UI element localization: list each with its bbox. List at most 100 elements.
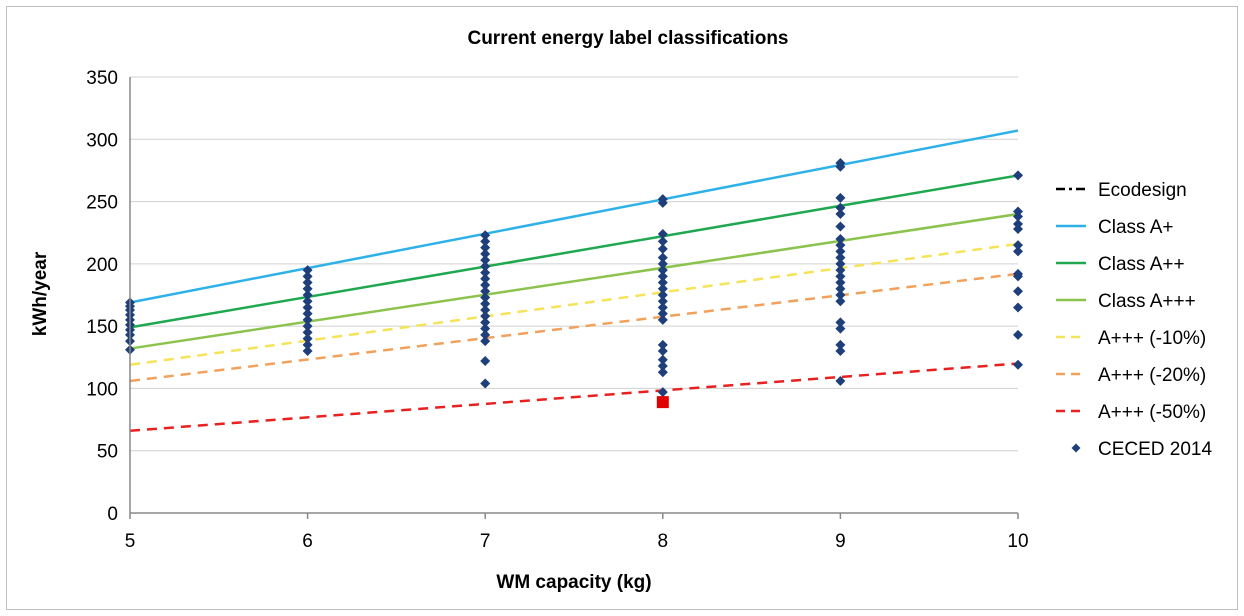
series-line-a-10 [129,242,1019,366]
ceced-point [480,356,491,367]
ceced-point [835,277,846,288]
ceced-point [480,236,491,247]
axes [129,77,1019,519]
ceced-point [480,261,491,272]
ceced-point [302,333,313,344]
legend-label-a-20: A+++ (-20%) [1098,365,1206,386]
y-tick-label: 200 [86,255,118,276]
ceced-point [835,346,846,357]
ceced-point [1013,218,1023,229]
x-tick-labels: 5 6 7 8 9 10 [125,531,1029,552]
ceced-point [657,361,668,372]
ceced-point [1013,268,1023,279]
x-tick-label: 10 [1007,531,1028,552]
ceced-point [657,354,668,365]
ceced-point [302,296,313,307]
y-tick-label: 100 [86,379,118,400]
legend-label-a-10: A+++ (-10%) [1098,328,1206,349]
ceced-point [480,292,491,303]
ceced-point [480,280,491,291]
ceced-point [835,157,846,168]
ceced-point [302,346,313,357]
ceced-point [835,240,846,251]
series-lines [129,129,1019,433]
ceced-point [480,329,491,340]
legend-label-class-a: Class A++ [1098,254,1185,275]
chart-title: Current energy label classifications [467,28,788,49]
ceced-point [657,308,668,319]
ceced-point [835,375,846,386]
series-line-class-a [129,212,1019,350]
ceced-point [835,271,846,282]
ceced-point [480,286,491,297]
ceced-point [302,265,313,276]
ceced-point [302,327,313,338]
gridlines [130,76,1018,452]
ceced-point [302,283,313,294]
ceced-point [657,296,668,307]
ceced-point [835,339,846,350]
ceced-point [480,323,491,334]
y-tick-label: 150 [86,317,118,338]
x-tick-label: 6 [302,531,313,552]
ceced-point [657,387,668,398]
ceced-point [657,302,668,313]
legend: Ecodesign Class A+ Class A++ Class A+++ A+++… [1056,180,1212,460]
ceced-point [657,194,668,205]
ceced-point [657,243,668,254]
y-tick-label: 250 [86,193,118,214]
x-tick-label: 7 [480,531,491,552]
ceced-point [835,317,846,328]
ceced-point [657,277,668,288]
ceced-point [835,246,846,257]
y-tick-label: 50 [97,442,118,463]
legend-marker-ceced-2014 [1071,443,1081,453]
ceced-point [480,311,491,322]
ceced-point [480,273,491,284]
ceced-point [835,192,846,203]
ceced-point [835,283,846,294]
ceced-point [480,317,491,328]
ceced-point [657,283,668,294]
legend-label-class-a: Class A+ [1098,217,1174,238]
ceced-point [302,302,313,313]
ceced-point [657,290,668,300]
chart-frame [6,6,1238,610]
x-tick-label: 5 [125,531,136,552]
y-tick-label: 350 [86,68,118,89]
ceced-point [657,346,668,357]
ceced-point [302,308,313,319]
ceced-point [657,271,668,282]
series-line-a-50 [129,362,1019,433]
legend-label-ceced-2014: CECED 2014 [1098,439,1212,460]
y-axis-title: kWh/year [30,251,51,336]
ceced-point [835,265,846,276]
ceced-point [657,265,668,276]
ceced-point [835,290,846,300]
ceced-point [835,323,846,334]
series-line-a-20 [129,272,1019,383]
ceced-point [835,258,846,269]
ceced-point [480,242,491,253]
ceced-point [835,221,846,232]
ceced-point [1013,170,1023,181]
ceced-point [1013,240,1023,251]
y-tick-label: 0 [107,504,118,525]
ceced-point [835,209,846,220]
y-tick-label: 300 [86,130,118,151]
ceced-point [1013,302,1023,313]
legend-label-class-a: Class A+++ [1098,291,1196,312]
ceced-point [835,202,846,213]
ceced-point [480,267,491,278]
ceced-point [480,304,491,315]
highlight-point [656,396,669,409]
ceced-point [302,271,313,282]
ceced-point [1013,359,1023,370]
series-line-class-a [129,174,1019,329]
ceced-point [302,277,313,288]
x-tick-label: 9 [835,531,846,552]
ceced-point [1013,206,1023,217]
ceced-point [1013,286,1023,297]
ceced-point [657,314,668,325]
